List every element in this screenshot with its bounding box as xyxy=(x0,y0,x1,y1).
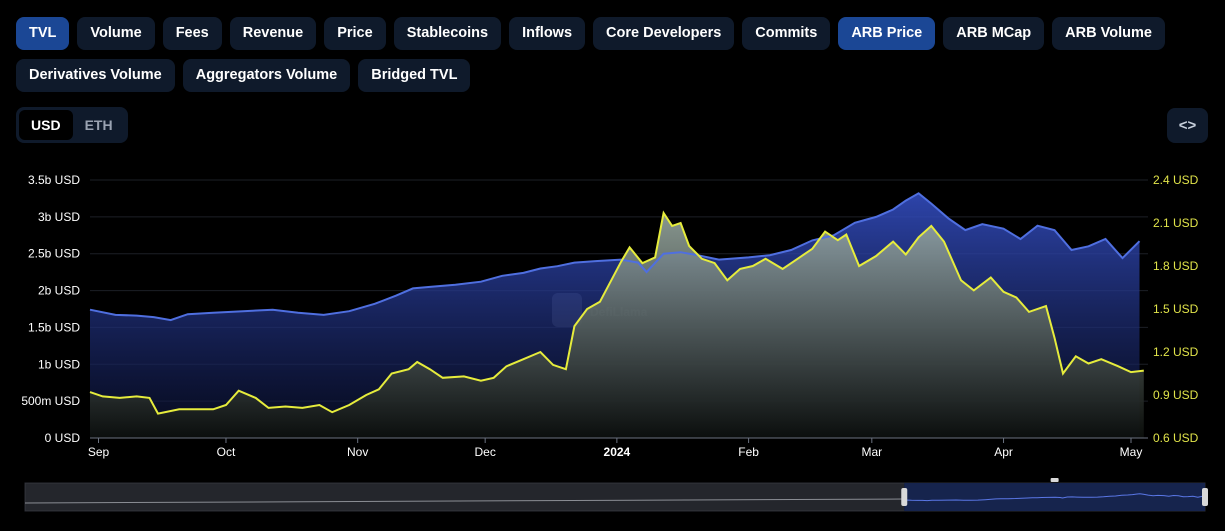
y-left-tick-label: 3b USD xyxy=(38,210,80,224)
tab-arb-mcap[interactable]: ARB MCap xyxy=(943,17,1045,50)
y-right-tick-label: 2.1 USD xyxy=(1153,216,1199,230)
tab-volume[interactable]: Volume xyxy=(77,17,155,50)
tvl-line xyxy=(89,192,1141,322)
brush-right-handle[interactable] xyxy=(1202,488,1208,506)
y-left-tick-label: 3.5b USD xyxy=(28,173,80,187)
y-left-tick-label: 0 USD xyxy=(45,431,81,445)
tab-price[interactable]: Price xyxy=(324,17,386,50)
tab-core-developers[interactable]: Core Developers xyxy=(593,17,735,50)
metric-tabs-row-1: TVL Volume Fees Revenue Price Stablecoins Infl… xyxy=(16,17,1216,50)
y-left-tick-label: 1b USD xyxy=(38,357,80,371)
x-tick-label: 2024 xyxy=(604,445,631,459)
brush-unselected-area xyxy=(25,483,905,511)
brush-trace xyxy=(904,493,1203,502)
x-tick-label: Sep xyxy=(88,445,110,459)
x-tick-label: Oct xyxy=(217,445,236,459)
y-left-tick-label: 2.5b USD xyxy=(28,247,80,261)
x-tick-label: Mar xyxy=(861,445,882,459)
y-left-tick-label: 1.5b USD xyxy=(28,320,80,334)
y-right-tick-label: 0.6 USD xyxy=(1153,431,1199,445)
brush-drag-handle[interactable] xyxy=(1050,478,1059,482)
embed-button[interactable]: <> xyxy=(1167,108,1208,143)
y-right-tick-label: 0.9 USD xyxy=(1153,388,1199,402)
x-tick-label: Dec xyxy=(474,445,495,459)
tab-revenue[interactable]: Revenue xyxy=(229,17,317,50)
tab-derivatives-volume[interactable]: Derivatives Volume xyxy=(16,59,175,92)
metric-tabs-row-2: Derivatives Volume Aggregators Volume Brid… xyxy=(16,59,1216,92)
tab-fees[interactable]: Fees xyxy=(162,17,222,50)
y-right-tick-label: 1.2 USD xyxy=(1153,345,1199,359)
y-right-tick-label: 1.8 USD xyxy=(1153,259,1199,273)
arb-price-area xyxy=(90,213,1144,438)
x-tick-label: Feb xyxy=(738,445,759,459)
tab-tvl[interactable]: TVL xyxy=(16,17,70,50)
tab-arb-price[interactable]: ARB Price xyxy=(838,17,936,50)
arb-price-line xyxy=(89,210,1144,415)
currency-eth-button[interactable]: ETH xyxy=(84,117,113,133)
x-tick-label: May xyxy=(1120,445,1143,459)
currency-usd-button[interactable]: USD xyxy=(19,110,73,140)
x-tick-label: Nov xyxy=(347,445,368,459)
y-left-tick-label: 2b USD xyxy=(38,284,80,298)
y-right-tick-label: 2.4 USD xyxy=(1153,173,1199,187)
tab-inflows[interactable]: Inflows xyxy=(509,17,586,50)
tab-commits[interactable]: Commits xyxy=(742,17,831,50)
metric-tabs: TVL Volume Fees Revenue Price Stablecoins Infl… xyxy=(16,17,1216,101)
y-left-tick-label: 500m USD xyxy=(21,394,80,408)
brush-left-handle[interactable] xyxy=(901,488,908,506)
tab-arb-volume[interactable]: ARB Volume xyxy=(1052,17,1165,50)
tab-stablecoins[interactable]: Stablecoins xyxy=(393,17,502,50)
tvl-price-chart[interactable]: 0 USD 500m USD 1b USD 1.5b USD 2b USD 2.5b US… xyxy=(0,160,1225,465)
tab-bridged-tvl[interactable]: Bridged TVL xyxy=(358,59,471,92)
x-tick-label: Apr xyxy=(994,445,1013,459)
range-brush[interactable] xyxy=(0,478,1225,516)
brush-history-trace xyxy=(24,498,905,504)
currency-toggle: USD ETH xyxy=(16,107,128,143)
code-brackets-icon: <> xyxy=(1178,117,1197,134)
tab-aggregators-volume[interactable]: Aggregators Volume xyxy=(182,59,351,92)
y-right-tick-label: 1.5 USD xyxy=(1153,302,1199,316)
